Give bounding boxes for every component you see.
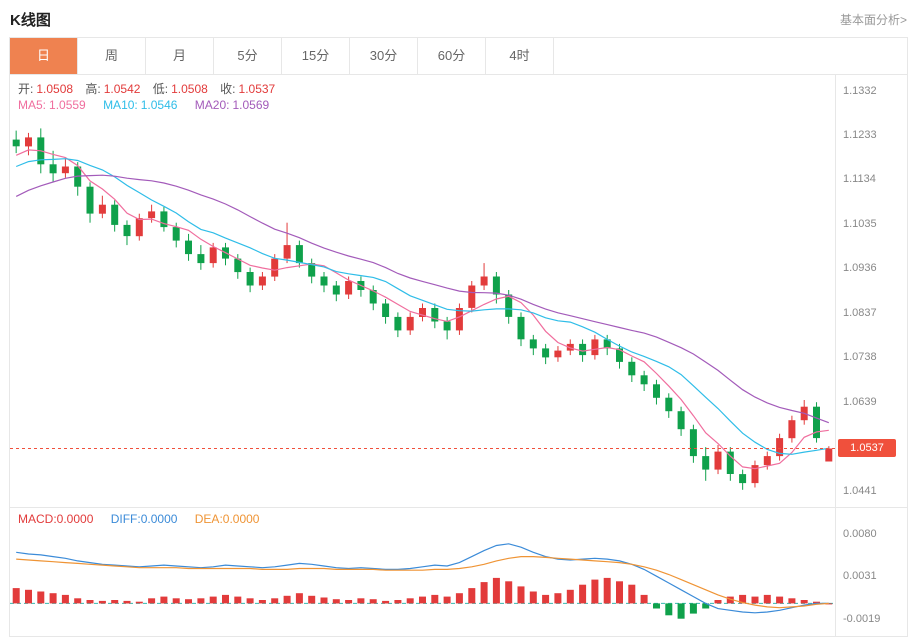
tab-period-8[interactable]: 4时 <box>486 38 554 74</box>
tab-period-3[interactable]: 月 <box>146 38 214 74</box>
open-value: 1.0508 <box>36 82 74 96</box>
page-header: K线图 基本面分析> <box>0 0 917 37</box>
candles-layer <box>12 128 833 490</box>
open-label: 开: <box>18 82 34 96</box>
macd-axis-label: 0.0080 <box>843 528 877 541</box>
main-axis-label: 1.1332 <box>843 84 877 97</box>
macd-axis-label: -0.0019 <box>843 612 881 625</box>
main-chart-panel[interactable]: 开: 1.0508 高: 1.0542 低: 1.0508 收: 1.0537 MA5:… <box>10 75 907 507</box>
dea-line <box>16 555 829 609</box>
ma10-line <box>15 158 829 455</box>
main-axis-label: 1.0738 <box>843 351 877 364</box>
period-tabs: 日周月 5分 15分 30分 60分 4时 <box>9 37 908 75</box>
main-plot[interactable]: 开: 1.0508 高: 1.0542 低: 1.0508 收: 1.0537 MA5:… <box>10 75 835 507</box>
macd-legend: MACD:0.0000 DIFF:0.0000 DEA:0.0000 <box>18 512 273 526</box>
page-title: K线图 <box>10 12 51 29</box>
macd-panel[interactable]: MACD:0.0000 DIFF:0.0000 DEA:0.0000 0.008… <box>10 507 907 636</box>
ma20-label: MA20: <box>194 98 230 112</box>
ma-legend: MA5: 1.0559 MA10: 1.0546 MA20: 1.0569 <box>18 98 283 112</box>
macd-value: 0.0000 <box>56 512 94 526</box>
main-price-axis: 1.0537 1.1332 1.1233 1.1134 1.1035 1.0936 1.0… <box>835 75 907 507</box>
tab-period-4[interactable]: 5分 <box>214 38 282 74</box>
close-value: 1.0537 <box>238 82 276 96</box>
chart-wrap: 日周月 5分 15分 30分 60分 4时 开: 1.0508 高: 1.0542 低: 1.0… <box>9 37 908 637</box>
close-label: 收: <box>220 82 236 96</box>
ma20-value: 1.0569 <box>232 98 270 112</box>
ohlc-legend: 开: 1.0508 高: 1.0542 低: 1.0508 收: 1.0537 <box>18 80 284 97</box>
diff-value: 0.0000 <box>140 512 178 526</box>
main-axis-label: 1.1134 <box>843 173 876 186</box>
macd-chart[interactable] <box>10 508 835 636</box>
diff-line <box>16 543 829 614</box>
low-value: 1.0508 <box>171 82 208 96</box>
macd-value-axis: 0.0080 0.0031 -0.0019 <box>835 508 907 636</box>
main-axis-label: 1.0936 <box>843 262 877 275</box>
tab-period-6[interactable]: 30分 <box>350 38 418 74</box>
ma10-value: 1.0546 <box>140 98 178 112</box>
macd-axis-label: 0.0031 <box>843 570 877 583</box>
high-label: 高: <box>85 82 101 96</box>
dea-value: 0.0000 <box>222 512 260 526</box>
tab-period-5[interactable]: 15分 <box>282 38 350 74</box>
macd-label: MACD: <box>18 512 57 526</box>
main-axis-label: 1.0639 <box>843 395 877 408</box>
main-axis-label: 1.0837 <box>843 306 877 319</box>
tab-period-2[interactable]: 周 <box>78 38 146 74</box>
tab-period-7[interactable]: 60分 <box>418 38 486 74</box>
main-axis-label: 1.1035 <box>843 217 877 230</box>
fundamental-analysis-link[interactable]: 基本面分析> <box>839 13 907 27</box>
high-value: 1.0542 <box>103 82 141 96</box>
low-label: 低: <box>152 82 169 96</box>
ma5-value: 1.0559 <box>49 98 86 112</box>
main-axis-label: 1.0441 <box>843 484 877 497</box>
ma5-label: MA5: <box>18 98 47 112</box>
dea-label: DEA: <box>194 512 223 526</box>
main-axis-label: 1.1233 <box>843 129 877 141</box>
tab-period-1[interactable]: 日 <box>10 38 78 74</box>
diff-label: DIFF: <box>110 512 141 526</box>
current-price-badge: 1.0537 <box>838 439 896 458</box>
macd-histogram <box>12 577 833 619</box>
ma10-label: MA10: <box>103 98 138 112</box>
chart-box: 开: 1.0508 高: 1.0542 低: 1.0508 收: 1.0537 MA5:… <box>9 75 908 637</box>
ma20-line <box>15 174 830 424</box>
ma5-line <box>15 149 829 470</box>
candlestick-chart[interactable] <box>10 75 835 507</box>
macd-plot[interactable]: MACD:0.0000 DIFF:0.0000 DEA:0.0000 <box>10 508 835 636</box>
